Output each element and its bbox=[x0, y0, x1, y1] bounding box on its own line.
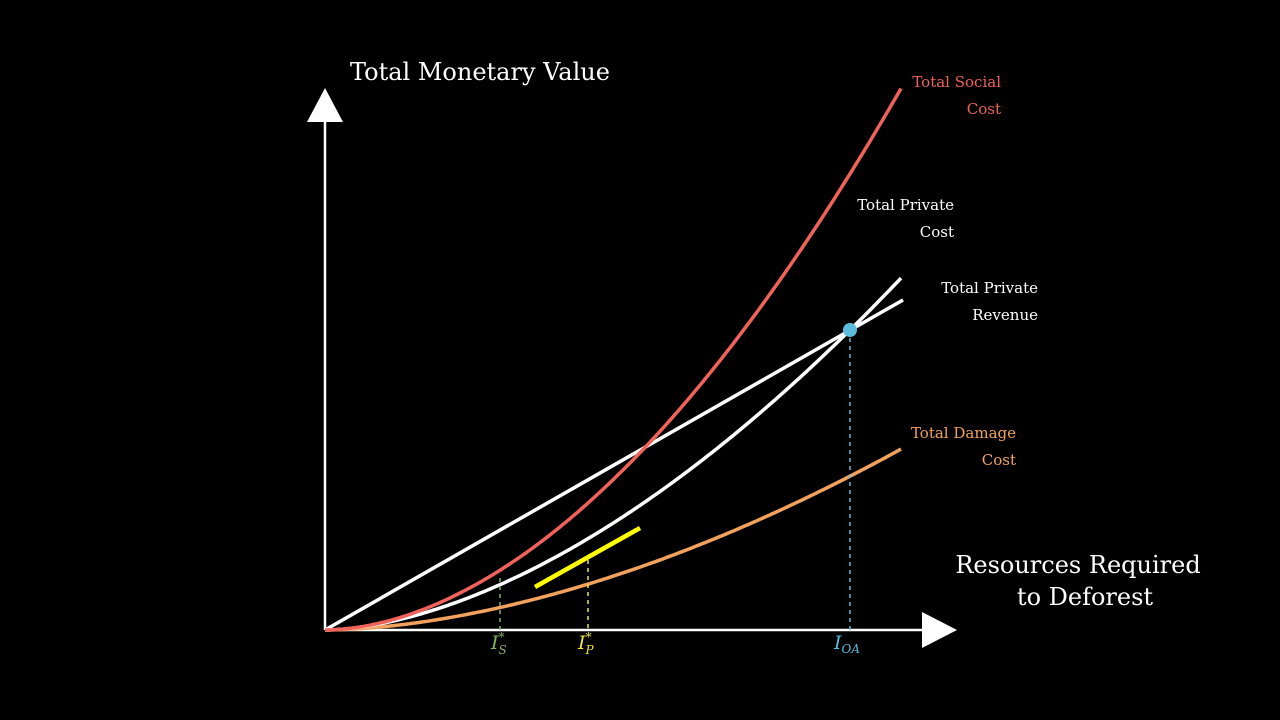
ip-tick-label: I* P bbox=[577, 630, 595, 657]
social-cost-label-line2: Cost bbox=[967, 100, 1001, 118]
total-private-revenue-curve bbox=[324, 298, 904, 632]
total-social-cost-curve bbox=[325, 87, 903, 632]
y-axis-title: Total Monetary Value bbox=[350, 58, 610, 86]
damage-cost-label-line2: Cost bbox=[982, 451, 1016, 469]
x-axis-title-line1: Resources Required bbox=[955, 551, 1200, 579]
private-revenue-label-line2: Revenue bbox=[972, 306, 1038, 324]
private-cost-tangent-line bbox=[533, 526, 642, 589]
social-cost-label-line1: Total Social bbox=[912, 73, 1001, 91]
x-axis-title-line2: to Deforest bbox=[1017, 583, 1153, 611]
is-tick-label: I* S bbox=[490, 630, 507, 657]
private-cost-label-line2: Cost bbox=[920, 223, 954, 241]
ioa-tick-label: IOA bbox=[833, 632, 860, 656]
private-revenue-label-line1: Total Private bbox=[941, 279, 1038, 297]
damage-cost-label-line1: Total Damage bbox=[911, 424, 1016, 442]
x-axis-arrow-icon bbox=[922, 612, 957, 648]
open-access-intersection-point bbox=[843, 323, 857, 337]
total-damage-cost-curve bbox=[325, 447, 902, 632]
private-cost-label-line1: Total Private bbox=[857, 196, 954, 214]
total-private-cost-curve bbox=[325, 276, 903, 632]
y-axis-arrow-icon bbox=[307, 88, 343, 122]
